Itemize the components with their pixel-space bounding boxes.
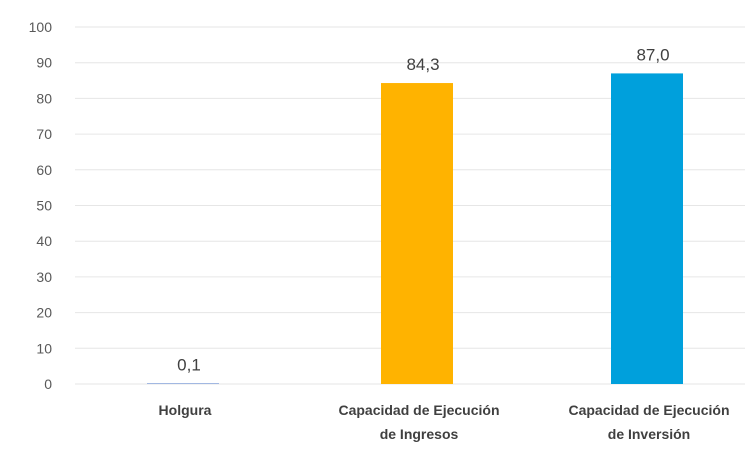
data-label: 87,0 [636, 45, 669, 64]
y-tick-label: 10 [36, 340, 52, 356]
category-label-line: de Ingresos [380, 426, 459, 442]
y-tick-label: 20 [36, 305, 52, 321]
y-tick-label: 80 [36, 90, 52, 106]
bar [381, 83, 453, 384]
category-label: Capacidad de Ejecución de Ingresos [338, 402, 499, 442]
category-label: Holgura [159, 402, 212, 418]
y-tick-label: 90 [36, 55, 52, 71]
y-tick-label: 40 [36, 233, 52, 249]
category-label-line: Capacidad de Ejecución [338, 402, 499, 418]
y-tick-label: 0 [44, 376, 52, 392]
data-label: 84,3 [406, 55, 439, 74]
category-labels: Holgura Capacidad de Ejecución de Ingresos… [159, 402, 730, 442]
category-label-line: de Inversión [608, 426, 690, 442]
y-tick-label: 30 [36, 269, 52, 285]
category-label: Capacidad de Ejecución de Inversión [568, 402, 729, 442]
data-label: 0,1 [177, 356, 201, 375]
y-tick-label: 100 [29, 19, 53, 35]
category-label-line: Holgura [159, 402, 212, 418]
y-tick-label: 60 [36, 162, 52, 178]
bar [147, 383, 219, 384]
data-labels: 0,1 84,3 87,0 [177, 45, 669, 374]
y-tick-label: 70 [36, 126, 52, 142]
y-tick-label: 50 [36, 198, 52, 214]
category-label-line: Capacidad de Ejecución [568, 402, 729, 418]
bar [611, 73, 683, 384]
bars [147, 73, 683, 384]
y-axis-tick-labels: 0 10 20 30 40 50 60 70 80 90 100 [29, 19, 53, 392]
